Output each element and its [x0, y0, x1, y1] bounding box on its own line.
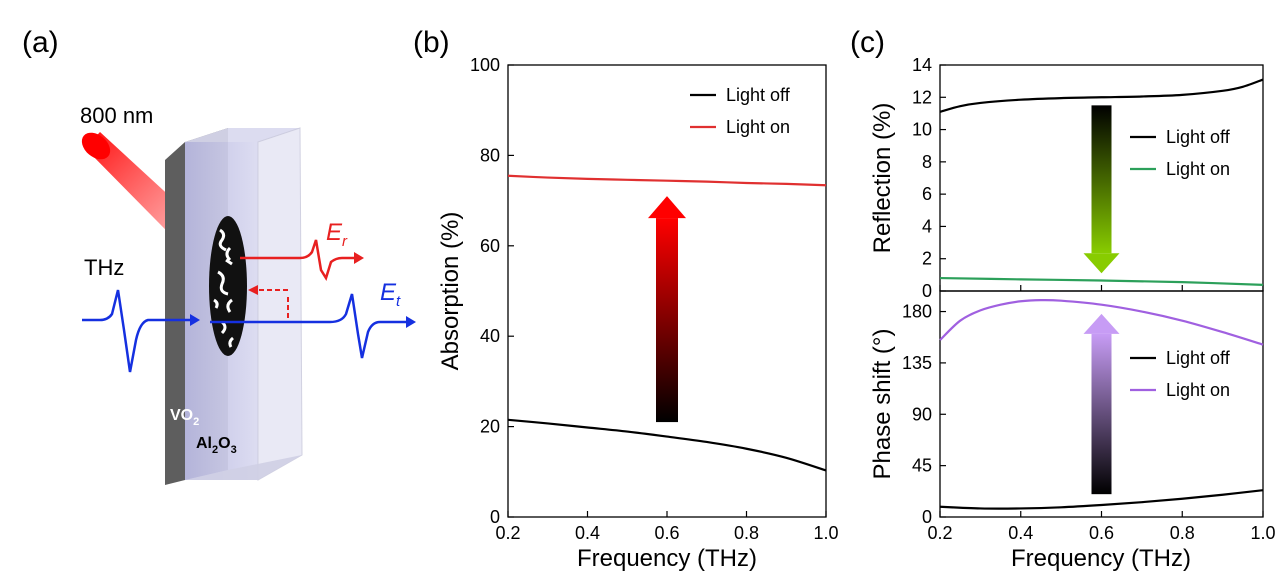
y-axis-title: Absorption (%) [437, 212, 464, 371]
y-tick-label: 0 [922, 507, 932, 527]
laser-source-icon [81, 132, 111, 160]
arrow-up-icon [648, 196, 686, 219]
y-tick-label: 4 [922, 216, 932, 236]
y-tick-label: 12 [912, 87, 932, 107]
x-tick-label: 0.6 [654, 523, 679, 543]
thz-label: THz [84, 255, 124, 280]
y-tick-label: 20 [480, 417, 500, 437]
legend-label: Light off [726, 85, 791, 105]
transmitted-arrow-icon [406, 316, 416, 328]
et-label: Et [380, 279, 401, 310]
x-axis-title: Frequency (THz) [577, 545, 757, 572]
series-line-light-off [507, 418, 827, 472]
x-tick-label: 0.8 [734, 523, 759, 543]
series-line-light-off [939, 489, 1264, 510]
arrow-up-icon [1083, 313, 1120, 334]
vo2-label: VO2 [170, 407, 199, 428]
y-tick-label: 60 [480, 236, 500, 256]
gradient-arrow-shaft [656, 218, 678, 423]
substrate-top [185, 128, 300, 142]
chart-c-top: 0 2 4 6 8 10 12 14 Reflection (%) Light off Light … [869, 55, 1264, 301]
y-tick-label: 45 [912, 456, 932, 476]
gradient-arrow-shaft [1091, 105, 1112, 254]
y-tick-label: 90 [912, 404, 932, 424]
incident-thz-pulse [82, 289, 190, 373]
legend-label: Light on [1166, 380, 1230, 400]
series-line-light-on [507, 174, 827, 187]
er-label: Er [326, 219, 348, 250]
x-tick-label: 0.2 [495, 523, 520, 543]
chart-c-bottom: 0 45 90 135 180 0.2 0.4 0.6 0.8 1.0 Phase shift (°… [869, 290, 1276, 572]
al2o3-label: Al2O3 [196, 435, 237, 456]
vo2-pattern-texture [213, 228, 234, 348]
panel-label-b: (b) [413, 26, 450, 59]
panel-label-c: (c) [850, 26, 885, 59]
legend-label: Light off [1166, 348, 1231, 368]
x-tick-label: 1.0 [813, 523, 838, 543]
arrow-down-icon [1083, 253, 1120, 274]
series-line-light-off [939, 78, 1264, 113]
x-tick-label: 0.6 [1089, 523, 1114, 543]
chart-b: 0 20 40 60 80 100 0.2 0.4 0.6 0.8 1.0 Absorption (%… [437, 55, 839, 572]
legend-label: Light off [1166, 127, 1231, 147]
y-tick-label: 180 [902, 302, 932, 322]
y-tick-label: 2 [922, 249, 932, 269]
y-tick-label: 8 [922, 152, 932, 172]
panel-label-a: (a) [22, 26, 59, 59]
y-tick-label: 80 [480, 145, 500, 165]
reflected-thz-pulse [240, 239, 356, 281]
y-tick-label: 14 [912, 55, 932, 75]
series-line-light-on [939, 298, 1264, 346]
y-tick-label: 10 [912, 120, 932, 140]
internal-reflection-path [258, 289, 289, 318]
x-tick-label: 0.4 [1008, 523, 1033, 543]
y-tick-label: 100 [470, 55, 500, 75]
device-illustration: 800 nm THz Er Et VO2 Al2O3 [80, 103, 416, 485]
y-tick-label: 0 [922, 281, 932, 301]
laser-label: 800 nm [80, 103, 153, 128]
x-tick-label: 0.8 [1170, 523, 1195, 543]
x-tick-label: 0.4 [575, 523, 600, 543]
internal-reflection-arrow-icon [248, 285, 258, 295]
gradient-arrow-shaft [1091, 333, 1112, 495]
reflected-arrow-icon [354, 252, 364, 264]
x-axis-title: Frequency (THz) [1011, 545, 1191, 572]
legend-label: Light on [1166, 159, 1230, 179]
y-tick-label: 0 [490, 507, 500, 527]
y-tick-label: 135 [902, 353, 932, 373]
incident-arrow-icon [190, 314, 200, 326]
y-tick-label: 40 [480, 326, 500, 346]
substrate-side [257, 127, 303, 481]
series-line-light-on [939, 276, 1264, 286]
y-axis-title: Reflection (%) [869, 103, 896, 254]
vo2-pattern-disc [209, 216, 247, 356]
substrate-bottom [185, 455, 302, 480]
transmitted-thz-pulse [210, 293, 408, 359]
y-axis-title: Phase shift (°) [869, 329, 896, 480]
x-tick-label: 1.0 [1250, 523, 1275, 543]
y-tick-label: 6 [922, 184, 932, 204]
x-tick-label: 0.2 [927, 523, 952, 543]
legend-label: Light on [726, 117, 790, 137]
vo2-film-side [165, 142, 185, 485]
